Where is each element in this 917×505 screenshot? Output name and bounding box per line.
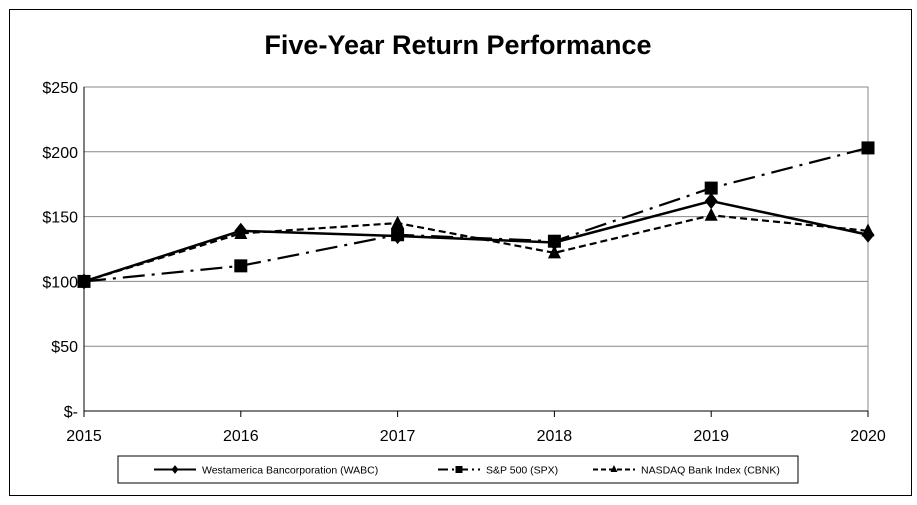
x-tick-label: 2019: [693, 428, 729, 445]
y-tick-label: $50: [51, 339, 78, 356]
series-1-point: [391, 227, 405, 245]
y-axis-tick-labels: $- $50 $100 $150 $200 $250: [42, 80, 78, 421]
x-tick-label: 2020: [850, 428, 886, 445]
x-tick-label: 2018: [537, 428, 573, 445]
series-2-point: [234, 259, 248, 273]
chart-frame: Five-Year Return Performance $- $50 $100 $1…: [9, 9, 912, 496]
plot-area-border: [83, 86, 869, 412]
x-tick-label: 2016: [223, 428, 259, 445]
series-3-point: [547, 245, 561, 259]
legend-label-3: NASDAQ Bank Index (CBNK): [641, 465, 780, 477]
y-tick-label: $250: [42, 80, 78, 97]
x-tick-label: 2015: [66, 428, 102, 445]
legend-label-1: Westamerica Bancorporation (WABC): [202, 465, 378, 477]
x-tick-label: 2017: [380, 428, 416, 445]
y-tick-label: $150: [42, 210, 78, 227]
legend-marker-1: [171, 465, 179, 474]
legend-marker-3: [610, 465, 618, 472]
series-line-1: [83, 199, 869, 283]
series-1-point: [704, 192, 718, 210]
gridlines: [84, 86, 868, 347]
chart-title: Five-Year Return Performance: [264, 30, 651, 60]
series-3-point: [704, 207, 718, 221]
series-1-point: [77, 273, 91, 290]
series-3-point: [391, 215, 405, 229]
series-line-3: [83, 214, 869, 283]
y-tick-label: $-: [64, 404, 78, 421]
legend-label-2: S&P 500 (SPX): [486, 465, 558, 477]
y-tick-label: $200: [42, 145, 78, 162]
legend-marker-2: [455, 466, 463, 473]
line-chart: Five-Year Return Performance $- $50 $100 $1…: [42, 30, 886, 484]
x-axis-tick-labels: 2015 2016 2017 2018 2019 2020: [66, 428, 886, 445]
axes: [83, 86, 869, 417]
series-lines: [77, 141, 875, 290]
series-1-point: [234, 222, 248, 239]
series-1-point: [547, 234, 561, 251]
series-2-point: [861, 141, 875, 155]
series-1-point: [861, 226, 875, 243]
series-2-point: [704, 181, 718, 195]
legend: Westamerica Bancorporation (WABC) S&P 500…: [117, 455, 799, 484]
y-tick-label: $100: [42, 274, 78, 291]
series-line-2: [83, 146, 869, 283]
